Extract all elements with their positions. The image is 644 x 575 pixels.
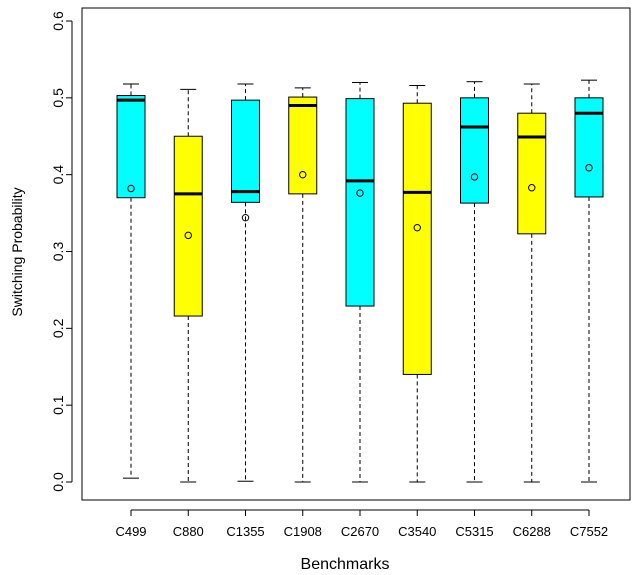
y-tick-label: 0.5 — [50, 88, 66, 108]
box-rect — [173, 135, 203, 317]
box-rect — [460, 97, 489, 204]
y-tick-label: 0.1 — [50, 395, 66, 415]
box-rect — [345, 98, 375, 307]
box-C1355 — [231, 83, 260, 482]
y-tick-label: 0.6 — [50, 11, 66, 31]
x-tick-label: C6288 — [513, 524, 551, 539]
y-axis: 0.0 0.1 0.2 0.3 0.4 0.5 0.6 — [50, 11, 73, 492]
box-rect — [288, 96, 318, 195]
y-tick-label: 0.2 — [50, 318, 66, 338]
x-axis-label: Benchmarks — [301, 556, 390, 573]
box-rect — [517, 112, 547, 235]
plot-frame — [81, 7, 631, 501]
box-C2670 — [345, 81, 375, 483]
mean-marker — [413, 223, 421, 232]
box-C1908 — [288, 87, 318, 483]
y-axis-label: Switching Probability — [9, 187, 25, 316]
mean-marker — [241, 213, 250, 222]
box-C6288 — [517, 83, 547, 483]
x-tick-label: C3540 — [398, 524, 436, 539]
box-rect — [231, 99, 260, 203]
y-tick-label: 0.0 — [50, 472, 66, 492]
box-rect — [402, 102, 432, 375]
mean-marker — [299, 170, 307, 179]
x-tick-label: C2670 — [341, 524, 379, 539]
plot-frame-rect — [81, 7, 631, 501]
y-tick-label: 0.3 — [50, 242, 66, 262]
mean-marker — [528, 184, 536, 192]
box-C880 — [173, 88, 203, 483]
mean-marker — [356, 189, 364, 197]
x-tick-label: C5315 — [455, 524, 493, 539]
mean-marker — [585, 164, 593, 172]
box-C3540 — [402, 85, 432, 483]
x-axis: C499 C880 C1355 C1908 C2670 C3540 C5315 C6288 C7… — [115, 509, 608, 539]
x-tick-label: C1355 — [226, 524, 264, 539]
y-tick-label: 0.4 — [50, 165, 66, 185]
x-tick-label: C7552 — [570, 524, 608, 539]
mean-marker — [184, 231, 192, 240]
mean-marker — [127, 184, 135, 193]
x-tick-label: C880 — [173, 524, 204, 539]
boxes-group — [116, 79, 604, 483]
x-tick-label: C1908 — [284, 524, 322, 539]
mean-marker — [470, 173, 479, 181]
x-tick-label: C499 — [115, 524, 146, 539]
box-C499 — [116, 83, 146, 479]
box-rect — [116, 95, 146, 199]
box-C7552 — [574, 79, 604, 483]
box-C5315 — [460, 81, 489, 483]
